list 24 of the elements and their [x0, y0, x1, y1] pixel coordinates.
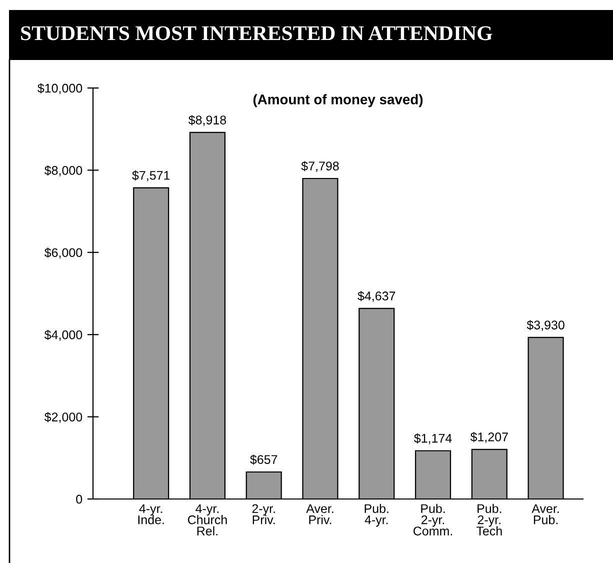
y-tick-label: $4,000: [44, 330, 82, 341]
data-label: $1,207: [470, 432, 508, 443]
y-tick-label: $8,000: [44, 165, 82, 176]
data-label: $8,918: [188, 115, 226, 126]
x-tick-label: 4-yr. Church Rel.: [188, 504, 227, 536]
x-tick-label: 4-yr. Inde.: [138, 504, 164, 524]
y-tick-label: $6,000: [44, 248, 82, 259]
x-tick-label: Pub. 2-yr. Tech: [476, 504, 502, 536]
data-label: $7,571: [132, 170, 170, 182]
x-tick-label: 2-yr. Priv.: [252, 504, 275, 524]
data-label: $657: [250, 454, 278, 465]
chart-subtitle: (Amount of money saved): [253, 94, 423, 108]
y-tick-label: $10,000: [38, 83, 82, 94]
y-tick-label: $2,000: [44, 412, 82, 423]
chart-title: STUDENTS MOST INTERESTED IN ATTENDING: [21, 26, 492, 40]
data-label: $7,798: [301, 161, 339, 172]
data-label: $4,637: [358, 291, 396, 302]
x-tick-label: Aver. Priv.: [306, 504, 334, 524]
data-label: $1,174: [414, 433, 452, 444]
data-label: $3,930: [526, 320, 564, 331]
x-tick-label: Pub. 4-yr.: [364, 504, 388, 527]
x-tick-label: Aver. Pub.: [532, 504, 559, 524]
y-tick-label: 0: [76, 494, 82, 504]
x-tick-label: Pub. 2-yr. Comm.: [414, 504, 452, 536]
